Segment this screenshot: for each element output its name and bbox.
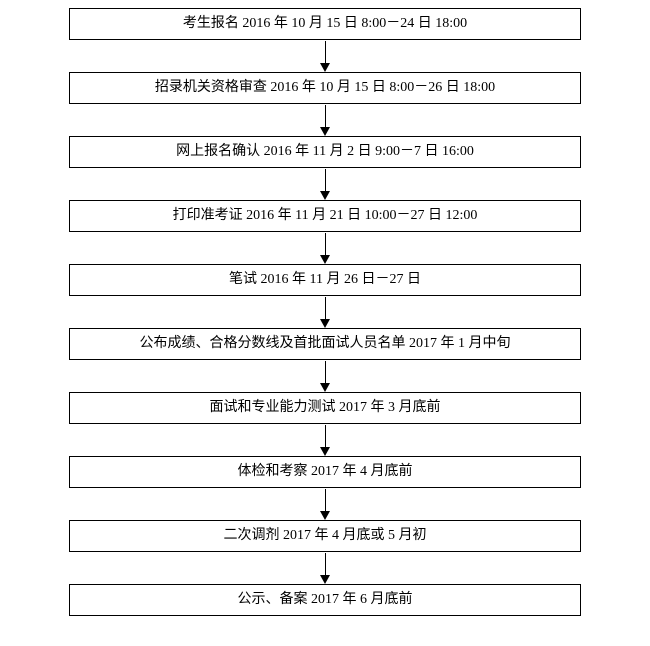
arrow-5 [320, 296, 330, 328]
step-box-6: 公布成绩、合格分数线及首批面试人员名单 2017 年 1 月中旬 [69, 328, 581, 360]
arrow-line [325, 169, 326, 191]
arrow-line [325, 105, 326, 127]
arrow-head-icon [320, 447, 330, 456]
step-label: 体检和考察 2017 年 4 月底前 [238, 464, 413, 481]
arrow-line [325, 361, 326, 383]
arrow-line [325, 297, 326, 319]
arrow-2 [320, 104, 330, 136]
arrow-head-icon [320, 255, 330, 264]
step-label: 招录机关资格审查 2016 年 10 月 15 日 8:00－26 日 18:0… [155, 80, 495, 97]
step-label: 面试和专业能力测试 2017 年 3 月底前 [210, 400, 441, 417]
flowchart-container: 考生报名 2016 年 10 月 15 日 8:00－24 日 18:00 招录… [0, 8, 650, 616]
step-label: 打印准考证 2016 年 11 月 21 日 10:00－27 日 12:00 [173, 208, 478, 225]
step-box-1: 考生报名 2016 年 10 月 15 日 8:00－24 日 18:00 [69, 8, 581, 40]
step-box-2: 招录机关资格审查 2016 年 10 月 15 日 8:00－26 日 18:0… [69, 72, 581, 104]
step-label: 公布成绩、合格分数线及首批面试人员名单 2017 年 1 月中旬 [140, 336, 511, 353]
arrow-line [325, 425, 326, 447]
arrow-line [325, 489, 326, 511]
arrow-head-icon [320, 575, 330, 584]
step-label: 二次调剂 2017 年 4 月底或 5 月初 [224, 528, 427, 545]
arrow-head-icon [320, 127, 330, 136]
arrow-9 [320, 552, 330, 584]
arrow-line [325, 41, 326, 63]
step-label: 考生报名 2016 年 10 月 15 日 8:00－24 日 18:00 [183, 16, 467, 33]
arrow-1 [320, 40, 330, 72]
step-box-3: 网上报名确认 2016 年 11 月 2 日 9:00－7 日 16:00 [69, 136, 581, 168]
arrow-head-icon [320, 319, 330, 328]
step-label: 笔试 2016 年 11 月 26 日－27 日 [229, 272, 421, 289]
step-box-10: 公示、备案 2017 年 6 月底前 [69, 584, 581, 616]
arrow-head-icon [320, 383, 330, 392]
arrow-8 [320, 488, 330, 520]
arrow-head-icon [320, 511, 330, 520]
arrow-head-icon [320, 191, 330, 200]
step-box-9: 二次调剂 2017 年 4 月底或 5 月初 [69, 520, 581, 552]
step-label: 网上报名确认 2016 年 11 月 2 日 9:00－7 日 16:00 [176, 144, 474, 161]
arrow-head-icon [320, 63, 330, 72]
step-box-4: 打印准考证 2016 年 11 月 21 日 10:00－27 日 12:00 [69, 200, 581, 232]
step-label: 公示、备案 2017 年 6 月底前 [238, 592, 413, 609]
step-box-8: 体检和考察 2017 年 4 月底前 [69, 456, 581, 488]
arrow-4 [320, 232, 330, 264]
step-box-7: 面试和专业能力测试 2017 年 3 月底前 [69, 392, 581, 424]
arrow-line [325, 553, 326, 575]
arrow-3 [320, 168, 330, 200]
arrow-6 [320, 360, 330, 392]
arrow-line [325, 233, 326, 255]
arrow-7 [320, 424, 330, 456]
step-box-5: 笔试 2016 年 11 月 26 日－27 日 [69, 264, 581, 296]
